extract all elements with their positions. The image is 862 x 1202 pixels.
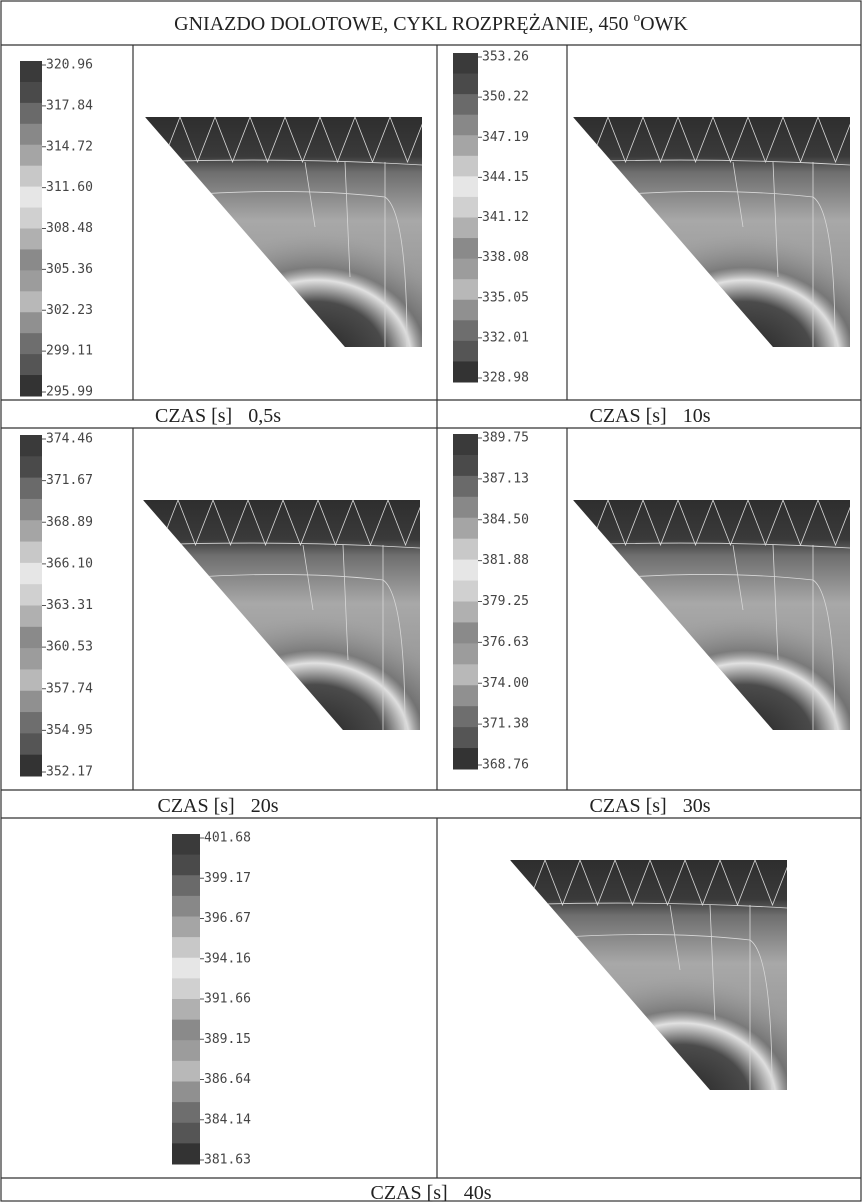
colorbar-label: 347.19 [482,130,529,145]
colorbar-label: 320.96 [46,58,93,73]
caption: CZAS [s] 10s [589,405,710,427]
colorbar-label: 374.00 [482,676,529,691]
temperature-field [573,500,862,730]
colorbar-label: 391.66 [204,992,251,1007]
colorbar-label: 381.88 [482,553,529,568]
colorbar-label: 371.38 [482,717,529,732]
page: GNIAZDO DOLOTOWE, CYKL ROZPRĘŻANIE, 450 … [0,0,862,1202]
colorbar-label: 344.15 [482,170,529,185]
colorbar-label: 389.15 [204,1032,251,1047]
colorbar-label: 338.08 [482,250,529,265]
colorbar-label: 308.48 [46,221,93,236]
colorbar-label: 368.89 [46,515,93,530]
colorbar: 389.75 387.13 384.50 381.88 379.25 376.63 374.… [453,431,529,773]
colorbar-label: 353.26 [482,50,529,65]
colorbar-label: 311.60 [46,180,93,195]
colorbar-label: 384.14 [204,1112,251,1127]
panel: 389.75 387.13 384.50 381.88 379.25 376.63 374.… [453,431,862,818]
colorbar-label: 387.13 [482,471,529,486]
colorbar-label: 328.98 [482,371,529,386]
colorbar-label: 363.31 [46,598,93,613]
colorbar-label: 366.10 [46,556,93,571]
colorbar-label: 360.53 [46,640,93,655]
caption: CZAS [s] 30s [589,795,710,817]
colorbar: 320.96 317.84 314.72 311.60 308.48 305.36 302.… [20,58,93,400]
caption: CZAS [s] 0,5s [155,405,281,427]
colorbar-label: 386.64 [204,1072,251,1087]
colorbar-label: 396.67 [204,911,251,926]
caption-time: 40s [464,1182,492,1202]
colorbar-label: 374.46 [46,432,93,447]
caption: CZAS [s] 40s [370,1182,491,1202]
colorbar-label: 394.16 [204,951,251,966]
colorbar-label: 350.22 [482,90,529,105]
colorbar-label: 299.11 [46,344,93,359]
panel: 374.46 371.67 368.89 366.10 363.31 360.53 357.… [20,432,441,818]
panel: 401.68 399.17 396.67 394.16 391.66 389.15 386.… [172,831,808,1202]
caption-label: CZAS [s] [589,405,666,427]
colorbar-label: 352.17 [46,765,93,780]
colorbar: 401.68 399.17 396.67 394.16 391.66 389.15 386.… [172,831,251,1168]
caption-label: CZAS [s] [370,1182,447,1202]
colorbar-label: 332.01 [482,330,529,345]
colorbar-label: 381.63 [204,1153,251,1168]
temperature-field [145,117,443,347]
caption-time: 0,5s [248,405,281,427]
colorbar-label: 335.05 [482,290,529,305]
caption-time: 30s [683,795,711,817]
panel: 320.96 317.84 314.72 311.60 308.48 305.36 302.… [20,58,443,428]
temperature-field [143,500,441,730]
panel: 353.26 350.22 347.19 344.15 341.12 338.08 335.… [453,50,862,428]
temperature-field [573,117,862,347]
caption-label: CZAS [s] [155,405,232,427]
temperature-field [510,860,808,1090]
colorbar-label: 317.84 [46,98,93,113]
colorbar-label: 341.12 [482,210,529,225]
caption: CZAS [s] 20s [157,795,278,817]
colorbar-label: 354.95 [46,723,93,738]
caption-time: 10s [683,405,711,427]
caption-label: CZAS [s] [157,795,234,817]
colorbar-label: 357.74 [46,681,93,696]
colorbar-label: 376.63 [482,635,529,650]
colorbar-label: 401.68 [204,831,251,846]
colorbar-label: 295.99 [46,385,93,400]
title: GNIAZDO DOLOTOWE, CYKL ROZPRĘŻANIE, 450 … [174,9,688,35]
colorbar-label: 302.23 [46,303,93,318]
caption-label: CZAS [s] [589,795,666,817]
colorbar-label: 384.50 [482,512,529,527]
colorbar-label: 368.76 [482,758,529,773]
colorbar-label: 389.75 [482,431,529,446]
colorbar-label: 371.67 [46,473,93,488]
colorbar-label: 314.72 [46,139,93,154]
colorbar-label: 399.17 [204,871,251,886]
colorbar: 353.26 350.22 347.19 344.15 341.12 338.08 335.… [453,50,529,386]
colorbar-label: 305.36 [46,262,93,277]
colorbar: 374.46 371.67 368.89 366.10 363.31 360.53 357.… [20,432,93,780]
caption-time: 20s [251,795,279,817]
colorbar-label: 379.25 [482,594,529,609]
